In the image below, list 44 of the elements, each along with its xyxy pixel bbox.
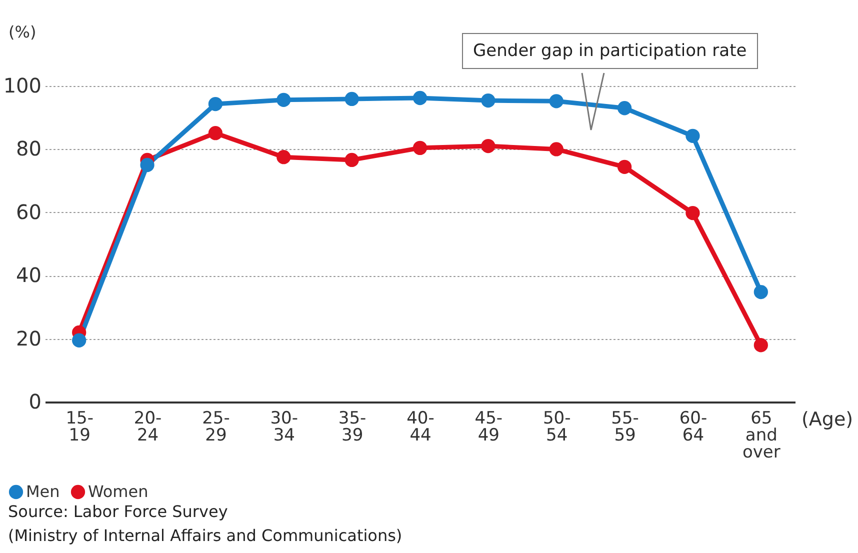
point xyxy=(686,128,700,143)
x-tick-label: 25- 29 xyxy=(202,408,230,446)
point xyxy=(617,160,632,174)
point xyxy=(344,152,359,167)
y-tick-label: 20 xyxy=(16,326,42,350)
x-tick-label: 40- 44 xyxy=(406,408,434,446)
point xyxy=(754,338,768,352)
x-tick-label: 20- 24 xyxy=(134,408,162,446)
y-tick-label: 100 xyxy=(3,74,42,98)
point xyxy=(344,92,359,106)
source-note: Source: Labor Force Survey xyxy=(8,501,229,523)
point xyxy=(276,150,291,164)
x-axis-title: (Age) xyxy=(802,408,854,430)
text: Gender gap in participation rate xyxy=(462,33,758,69)
point xyxy=(617,101,632,116)
text: (Ministry of Internal Affairs and Communications) xyxy=(8,525,402,547)
y-tick-label: 60 xyxy=(16,200,42,224)
legend-label: Women xyxy=(88,482,148,501)
point xyxy=(549,94,564,108)
point xyxy=(208,96,223,112)
x-tick-label: 35- 39 xyxy=(338,408,366,446)
point xyxy=(208,126,223,140)
point xyxy=(412,90,428,106)
y-tick-label: 40 xyxy=(16,263,42,288)
x-tick-label: 60- 64 xyxy=(679,408,708,446)
point xyxy=(754,284,768,300)
x-tick-label: 30- 34 xyxy=(270,408,298,446)
y-axis-title: (%) xyxy=(8,22,36,42)
x-tick-label: 15- 19 xyxy=(66,408,94,446)
legend-label: Men xyxy=(26,482,60,501)
point xyxy=(481,138,496,154)
point xyxy=(412,140,428,155)
point xyxy=(481,93,496,108)
point xyxy=(549,142,564,156)
y-tick-label: 80 xyxy=(16,136,42,161)
x-tick-label: 50- 54 xyxy=(542,408,571,446)
x-tick-label: 65 and over xyxy=(742,408,780,462)
y-tick-label: 0 xyxy=(28,390,42,414)
point xyxy=(72,333,86,348)
x-tick-label: 45- 49 xyxy=(474,408,503,446)
x-tick-label: 55- 59 xyxy=(611,408,639,446)
point xyxy=(686,206,700,220)
point xyxy=(276,92,291,107)
point xyxy=(140,158,154,172)
